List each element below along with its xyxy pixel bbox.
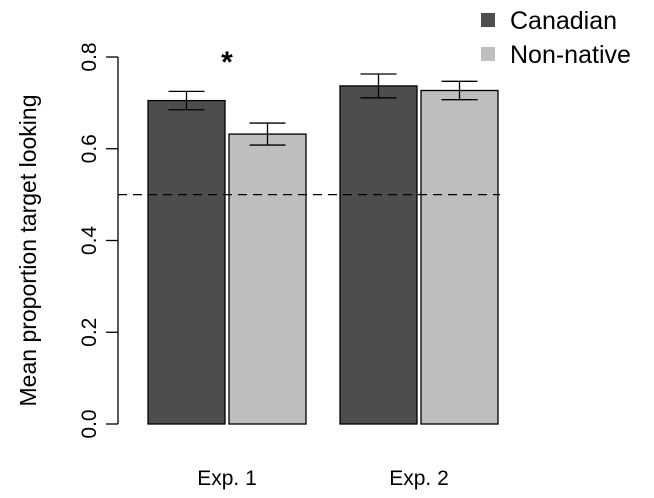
bar: [420, 89, 499, 425]
y-tick-label: 0.6: [78, 134, 101, 163]
y-tick-label: 0.2: [78, 318, 101, 347]
y-tick-label: 0.8: [78, 42, 101, 71]
annotations: *: [221, 46, 233, 79]
bars: [147, 85, 499, 425]
y-tick-label: 0.0: [78, 409, 101, 438]
y-axis: 0.0 0.2 0.4 0.6 0.8: [78, 42, 119, 439]
y-axis-title: Mean proportion target looking: [15, 95, 41, 407]
legend-swatch: [481, 47, 495, 61]
significance-star: *: [221, 46, 233, 79]
legend-label: Canadian: [510, 7, 617, 35]
bar: [228, 133, 307, 425]
legend: Canadian Non-native: [481, 7, 631, 69]
error-bars: [168, 73, 478, 146]
bar: [147, 99, 226, 425]
bar: [339, 85, 418, 425]
x-tick-label: Exp. 1: [197, 467, 257, 490]
legend-swatch: [481, 13, 495, 27]
x-axis-labels: Exp. 1 Exp. 2: [197, 467, 449, 490]
x-tick-label: Exp. 2: [389, 467, 449, 490]
y-tick-label: 0.4: [78, 226, 101, 256]
legend-label: Non-native: [510, 41, 631, 69]
